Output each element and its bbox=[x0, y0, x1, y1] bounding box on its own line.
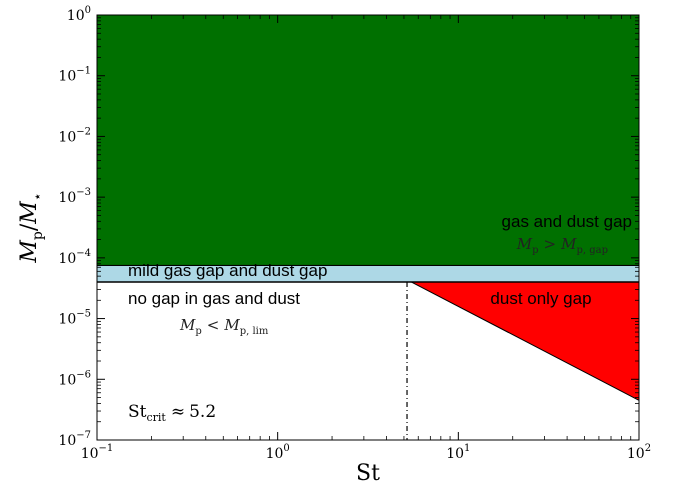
label-st-crit: Stcrit ≈5.2 bbox=[128, 402, 216, 424]
label-dust-only-gap: dust only gap bbox=[490, 289, 591, 308]
y-tick-label: 10−1 bbox=[58, 66, 91, 85]
y-tick-label: 10−3 bbox=[58, 187, 91, 206]
x-tick-label: 101 bbox=[446, 443, 470, 462]
y-tick-label: 10−2 bbox=[58, 126, 91, 145]
y-tick-label: 100 bbox=[67, 5, 91, 24]
svg-text:Mp/M⋆: Mp/M⋆ bbox=[17, 192, 46, 263]
x-tick-label: 102 bbox=[627, 443, 651, 462]
label-no-gap: no gap in gas and dust bbox=[128, 289, 300, 308]
label-gas-and-dust-gap-condition: Mp > Mp, gap bbox=[516, 235, 608, 256]
y-tick-label: 10−6 bbox=[58, 369, 91, 388]
y-tick-label: 10−4 bbox=[58, 248, 91, 267]
x-axis-label: St bbox=[356, 461, 380, 486]
plot-frame bbox=[96, 14, 640, 441]
axis-ticks bbox=[96, 14, 640, 441]
chart-regions bbox=[96, 14, 640, 402]
x-tick-label: 10−1 bbox=[81, 443, 114, 462]
y-tick-label: 10−7 bbox=[58, 430, 91, 449]
chart-lines bbox=[97, 264, 639, 440]
region-gas-and-dust-gap bbox=[96, 14, 640, 266]
label-no-gap-condition: Mp < Mp, lim bbox=[179, 316, 269, 337]
label-gas-and-dust-gap: gas and dust gap bbox=[502, 212, 632, 231]
y-tick-label: 10−5 bbox=[58, 309, 91, 328]
label-mild-gas-gap: mild gas gap and dust gap bbox=[128, 261, 327, 280]
axis-tick-labels: 10−1 100 101 102 100 10−1 10−2 10−3 10−4 10−5 10−6… bbox=[58, 5, 651, 462]
y-axis-label: Mp/M⋆ bbox=[17, 192, 46, 263]
x-tick-label: 100 bbox=[266, 443, 290, 462]
